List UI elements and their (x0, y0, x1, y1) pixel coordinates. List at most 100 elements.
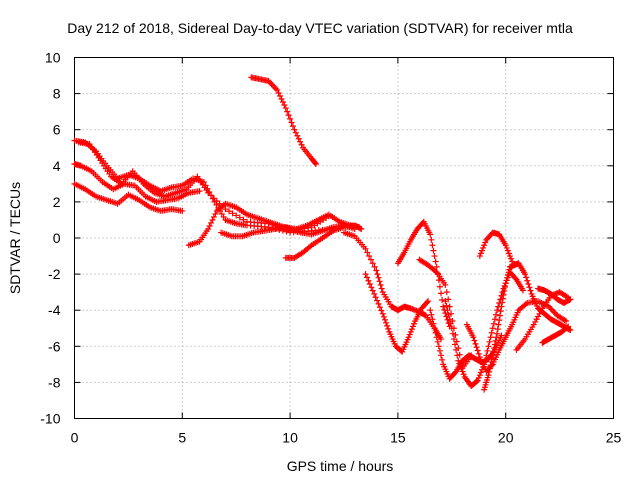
data-point (452, 369, 459, 376)
x-tick-label: 25 (606, 430, 622, 446)
data-point (368, 284, 375, 291)
y-tick-label: 6 (53, 122, 61, 138)
data-point (473, 378, 480, 385)
data-point (433, 334, 440, 341)
data-point (435, 343, 442, 350)
data-point (487, 334, 494, 341)
data-point (443, 289, 450, 296)
data-point (438, 290, 445, 297)
data-point (429, 242, 436, 249)
y-axis-label: SDTVAR / TECUs (7, 182, 23, 294)
data-point (449, 330, 456, 337)
data-point (376, 304, 383, 311)
data-point (486, 338, 493, 345)
axis-ticks: 0 5 10 15 20 25 -10 -8 -6 -4 -2 0 2 4 6 8 10 (40, 50, 621, 446)
data-point (375, 274, 382, 281)
data-point (459, 368, 466, 375)
data-point (450, 336, 457, 343)
data-point (428, 311, 435, 318)
data-point (434, 338, 441, 345)
series-track-10 (362, 271, 432, 355)
data-point (478, 247, 485, 254)
x-tick-label: 5 (178, 430, 186, 446)
data-point (489, 325, 496, 332)
data-point (525, 281, 532, 288)
data-point (447, 320, 454, 327)
data-point (365, 277, 372, 284)
data-point (453, 346, 460, 353)
data-point (565, 323, 572, 330)
x-axis-label: GPS time / hours (287, 458, 394, 474)
chart-title: Day 212 of 2018, Sidereal Day-to-day VTE… (67, 20, 573, 36)
series-track-11 (394, 218, 453, 330)
data-point (377, 281, 384, 288)
data-point (375, 300, 382, 307)
data-point (522, 271, 529, 278)
data-point (502, 280, 509, 287)
data-point (533, 316, 540, 323)
y-tick-label: 2 (53, 194, 61, 210)
data-point (383, 319, 390, 326)
data-point (489, 352, 496, 359)
data-point (279, 99, 286, 106)
data-point (209, 216, 216, 223)
data-point (563, 318, 570, 325)
data-point (438, 336, 445, 343)
data-point (367, 256, 374, 263)
series-track-19 (539, 323, 572, 346)
data-point (205, 225, 212, 232)
data-point (485, 372, 492, 379)
data-point (222, 206, 229, 213)
data-point (527, 287, 534, 294)
series-track-4 (71, 180, 186, 214)
data-point (432, 329, 439, 336)
series-track-7 (218, 211, 363, 240)
data-point (424, 299, 431, 306)
data-point (505, 250, 512, 257)
data-point (471, 337, 478, 344)
data-point (485, 343, 492, 350)
data-point (567, 327, 574, 334)
data-point (502, 242, 509, 249)
data-point (446, 303, 453, 310)
data-point (427, 307, 434, 314)
data-point (312, 160, 319, 167)
data-point (378, 307, 385, 314)
data-point (524, 277, 531, 284)
data-point (508, 255, 515, 262)
data-point (478, 366, 485, 373)
data-point (433, 263, 440, 270)
data-point (474, 347, 481, 354)
data-point (482, 239, 489, 246)
data-point (357, 225, 364, 232)
data-point (380, 313, 387, 320)
data-point (439, 356, 446, 363)
x-tick-label: 0 (71, 430, 79, 446)
series-track-20 (535, 285, 574, 306)
y-tick-label: -4 (48, 302, 61, 318)
data-point (488, 358, 495, 365)
data-point (493, 334, 500, 341)
data-point (208, 219, 215, 226)
x-tick-label: 10 (282, 430, 298, 446)
data-point (503, 277, 510, 284)
data-point (483, 352, 490, 359)
data-point (212, 210, 219, 217)
data-point (431, 325, 438, 332)
data-point (285, 112, 292, 119)
data-point (491, 341, 498, 348)
data-point (499, 295, 506, 302)
data-point (274, 86, 281, 93)
data-point (376, 278, 383, 285)
data-point (210, 213, 217, 220)
y-tick-label: -6 (48, 338, 61, 354)
data-point (455, 357, 462, 364)
data-point (277, 93, 284, 100)
data-point (509, 258, 516, 265)
data-point (378, 285, 385, 292)
data-point (523, 274, 530, 281)
data-point (458, 365, 465, 372)
data-point (504, 274, 511, 281)
x-tick-label: 15 (390, 430, 406, 446)
data-point (496, 317, 503, 324)
